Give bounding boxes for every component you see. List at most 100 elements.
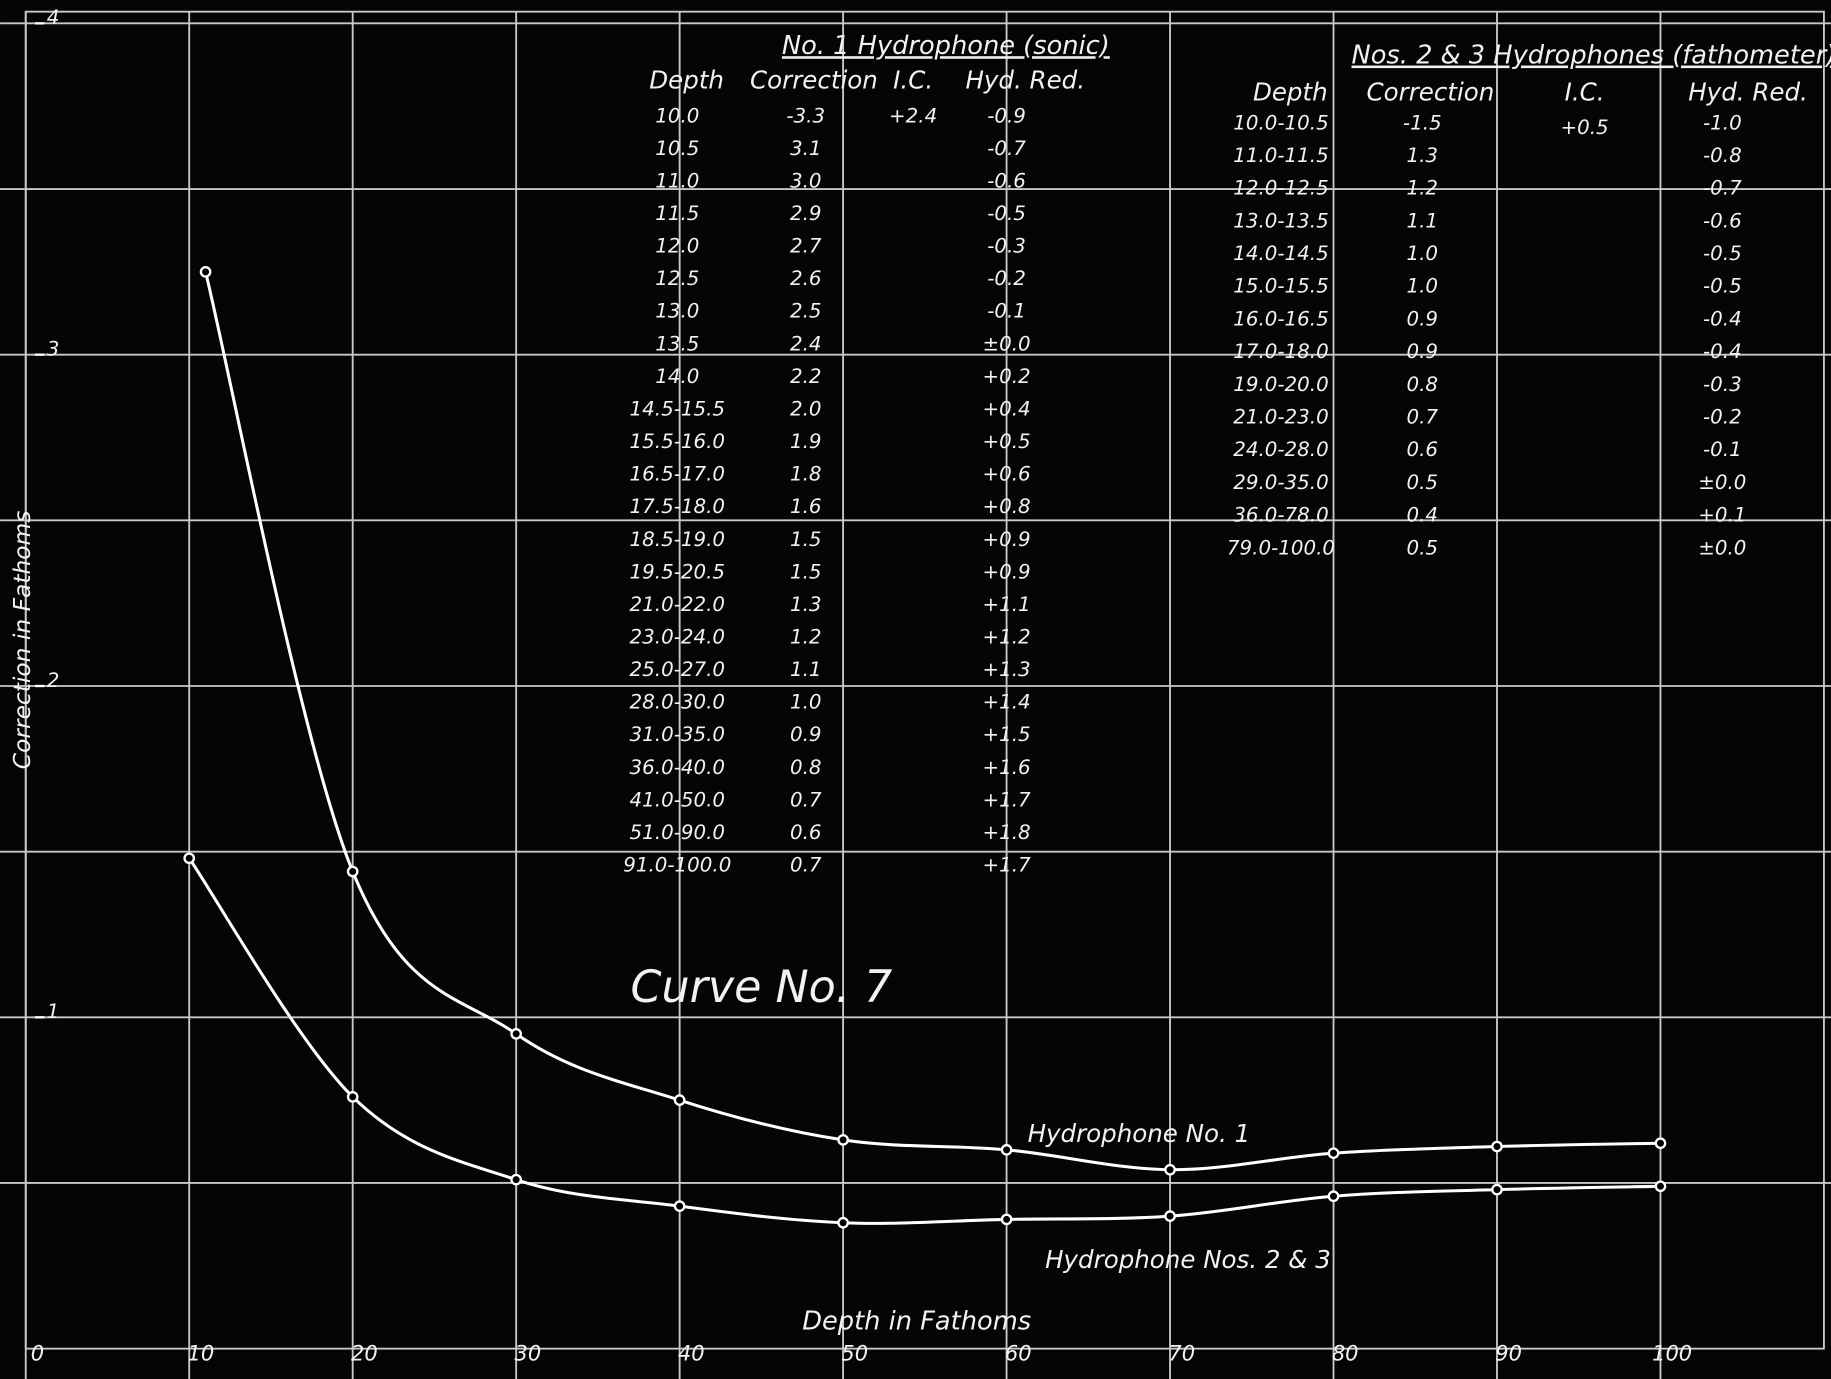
table-cell: 10.5 [655,137,699,160]
table-cell: 12.0 [655,235,699,258]
table-cell: +0.8 [982,495,1030,518]
data-point [1656,1182,1665,1191]
table-cell: 1.0 [790,691,822,714]
table-header: Depth [1253,77,1328,106]
table-cell: 3.0 [790,169,822,192]
table-cell: -0.2 [987,267,1026,290]
data-point [185,854,194,863]
table-cell: 2.0 [790,397,822,420]
data-point [511,1175,520,1184]
table-cell: +1.5 [982,723,1030,746]
table-cell: 0.8 [1406,373,1438,396]
table-cell: -0.6 [1703,209,1742,232]
table-cell: +1.7 [982,788,1031,811]
table-cell: +2.4 [889,104,937,127]
table-cell: 15.5-16.0 [630,430,726,453]
x-tick-label: 30 [514,1340,541,1365]
x-tick-label: 80 [1332,1340,1359,1365]
table-cell: 91.0-100.0 [623,854,731,877]
x-axis-title: Depth in Fathoms [802,1306,1031,1336]
data-point [838,1135,847,1144]
table-cell: -0.3 [1703,373,1742,396]
table-cell: 0.5 [1406,536,1438,559]
y-tick-label: 3 [47,338,60,361]
x-tick-label: 50 [841,1340,868,1365]
table-cell: 1.3 [790,593,822,616]
table-cell: -0.1 [987,300,1026,323]
table-cell: 0.7 [790,788,822,811]
table-cell: +0.5 [982,430,1030,453]
table-cell: 14.0-14.5 [1233,242,1329,265]
table-cell: 16.5-17.0 [630,463,726,486]
table-cell: 2.9 [790,202,822,225]
series-line [206,272,1661,1170]
table-cell: 0.9 [1406,340,1438,363]
table-cell: 1.3 [1406,144,1438,167]
table-cell: +1.6 [982,756,1030,779]
table-cell: 28.0-30.0 [630,691,726,714]
table-cell: -0.6 [987,169,1026,192]
table-cell: 0.7 [790,854,822,877]
table-cell: 17.5-18.0 [630,495,726,518]
table-cell: 13.5 [655,332,699,355]
table-cell: 14.5-15.5 [630,397,726,420]
series-line [189,858,1660,1223]
table-cell: 36.0-78.0 [1233,504,1329,527]
data-point [1002,1145,1011,1154]
table-cell: 21.0-22.0 [630,593,726,616]
table-cell: 13.0-13.5 [1233,209,1329,232]
series-label: Hydrophone No. 1 [1028,1119,1251,1148]
table-cell: 1.6 [790,495,822,518]
y-tick-label: 2 [47,669,60,692]
table-header: I.C. [893,66,933,95]
x-tick-label: 0 [31,1340,44,1365]
table-cell: -0.1 [1703,438,1742,461]
annotation: Curve No. 7 [631,962,893,1013]
table-cell: -0.2 [1703,406,1742,429]
table-cell: -0.3 [987,235,1026,258]
table-cell: -0.5 [987,202,1026,225]
table-cell: 1.5 [790,528,822,551]
table-cell: ±0.0 [982,332,1030,355]
table-cell: 18.5-19.0 [630,528,726,551]
data-point [1492,1185,1501,1194]
y-tick-label: 1 [47,1000,60,1023]
data-point [675,1095,684,1104]
table-cell: -0.5 [1703,275,1742,298]
table-cell: 24.0-28.0 [1233,438,1329,461]
table-cell: 51.0-90.0 [630,821,726,844]
table-cell: 0.6 [1406,438,1438,461]
table-cell: 1.1 [1406,209,1438,232]
x-tick-label: 40 [678,1340,705,1365]
table-cell: 0.4 [1406,504,1438,527]
data-point [1329,1192,1338,1201]
table-cell: 31.0-35.0 [630,723,726,746]
table-cell: 0.9 [1406,307,1438,330]
table-cell: 0.7 [1406,406,1438,429]
table-cell: 23.0-24.0 [630,626,726,649]
table-cell: +0.9 [982,560,1030,583]
data-point [348,1092,357,1101]
table-cell: 36.0-40.0 [630,756,726,779]
data-point [1329,1148,1338,1157]
table-cell: 0.9 [790,723,822,746]
table-cell: 0.6 [790,821,822,844]
table-cell: ±0.0 [1698,471,1746,494]
table-cell: +0.5 [1560,116,1608,139]
table-cell: -0.4 [1703,340,1742,363]
x-tick-label: 100 [1652,1340,1692,1365]
table-cell: 25.0-27.0 [630,658,726,681]
data-point [1165,1165,1174,1174]
table-cell: 10.0 [655,104,699,127]
data-point [838,1218,847,1227]
x-tick-label: 20 [351,1340,378,1365]
table-cell: 17.0-18.0 [1233,340,1329,363]
table-cell: +1.3 [982,658,1030,681]
table-cell: -1.5 [1403,111,1442,134]
table-cell: 29.0-35.0 [1233,471,1329,494]
series-label: Hydrophone Nos. 2 & 3 [1045,1245,1331,1274]
table-cell: 2.7 [790,235,822,258]
table-cell: +1.7 [982,854,1031,877]
data-point [511,1029,520,1038]
table-title: Nos. 2 & 3 Hydrophones (fathometer) [1352,41,1831,71]
